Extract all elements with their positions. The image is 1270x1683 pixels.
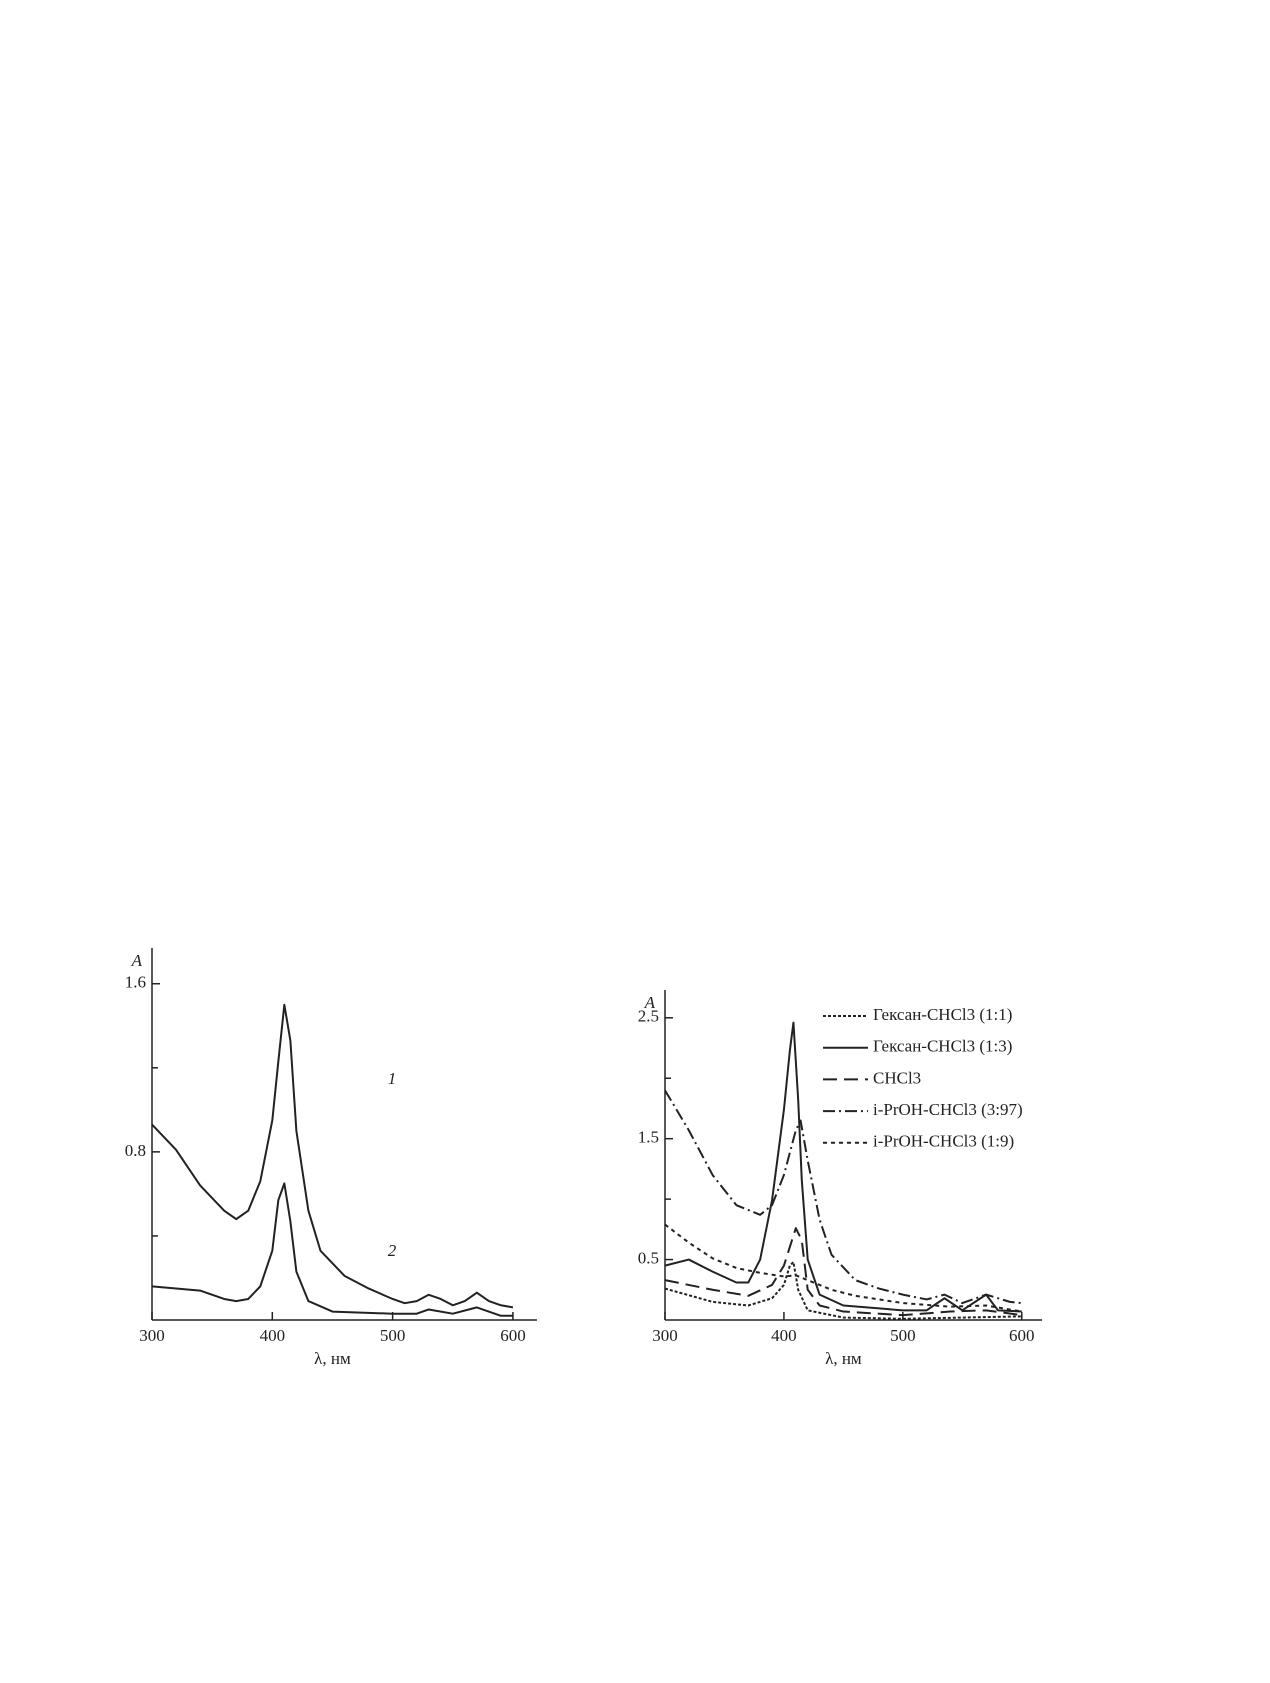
y-axis-label: A — [131, 951, 143, 970]
x-tick-label: 300 — [652, 1326, 678, 1345]
x-tick-label: 500 — [890, 1326, 916, 1345]
x-tick-label: 300 — [139, 1326, 165, 1345]
x-axis-label: λ, нм — [314, 1349, 351, 1368]
y-axis-label: A — [644, 993, 656, 1012]
line-series — [664, 1021, 1022, 1313]
legend-label: i-PrOH-CHCl3 (3:97) — [873, 1100, 1023, 1119]
line-series — [151, 1182, 513, 1317]
line-series — [664, 1089, 1022, 1305]
legend-label: Гексан-CHCl3 (1:1) — [873, 1005, 1012, 1024]
y-tick-label: 0.8 — [125, 1141, 146, 1160]
line-series — [151, 1003, 514, 1309]
curve-label: 2 — [388, 1241, 397, 1260]
x-tick-label: 600 — [500, 1326, 526, 1345]
x-axis-label: λ, нм — [825, 1349, 862, 1368]
legend-label: i-PrOH-CHCl3 (1:9) — [873, 1132, 1014, 1151]
x-tick-label: 400 — [260, 1326, 286, 1345]
line-series — [664, 1227, 1022, 1317]
legend-label: CHCl3 — [873, 1068, 921, 1087]
x-tick-label: 400 — [771, 1326, 797, 1345]
line-series — [664, 1260, 1022, 1320]
legend-label: Гексан-CHCl3 (1:3) — [873, 1037, 1012, 1056]
x-tick-label: 600 — [1009, 1326, 1035, 1345]
x-tick-label: 500 — [380, 1326, 406, 1345]
y-tick-label: 0.5 — [638, 1248, 659, 1267]
curve-label: 1 — [388, 1069, 397, 1088]
y-tick-label: 1.5 — [638, 1128, 659, 1147]
y-tick-label: 2.5 — [638, 1007, 659, 1026]
y-tick-label: 1.6 — [125, 973, 146, 992]
